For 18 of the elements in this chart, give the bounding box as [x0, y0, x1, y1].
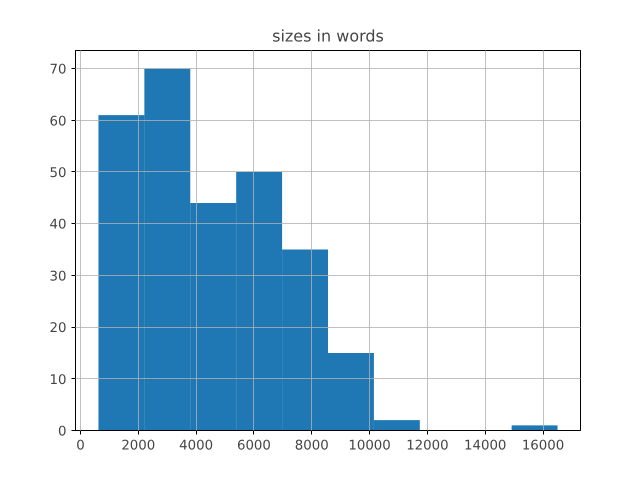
x-tick-label: 10000 — [348, 438, 391, 454]
x-tick-label: 6000 — [236, 438, 271, 454]
y-tick-label: 10 — [50, 372, 67, 388]
y-tick-label: 70 — [50, 62, 67, 78]
y-tick-label: 50 — [50, 166, 67, 181]
y-tick-label: 0 — [58, 424, 67, 440]
chart-title: sizes in words — [272, 26, 384, 46]
x-tick-label: 0 — [76, 438, 85, 454]
x-tick-label: 12000 — [406, 438, 449, 454]
y-tick-label: 60 — [50, 114, 67, 130]
x-tick-label: 2000 — [121, 438, 156, 454]
x-tick-label: 14000 — [464, 438, 506, 454]
x-tick-label: 8000 — [294, 438, 329, 454]
y-tick-label: 30 — [50, 269, 67, 284]
x-tick-label: 4000 — [179, 438, 214, 454]
y-tick-label: 20 — [50, 321, 67, 336]
x-tick-label: 16000 — [522, 438, 564, 454]
y-tick-label: 40 — [50, 218, 67, 233]
